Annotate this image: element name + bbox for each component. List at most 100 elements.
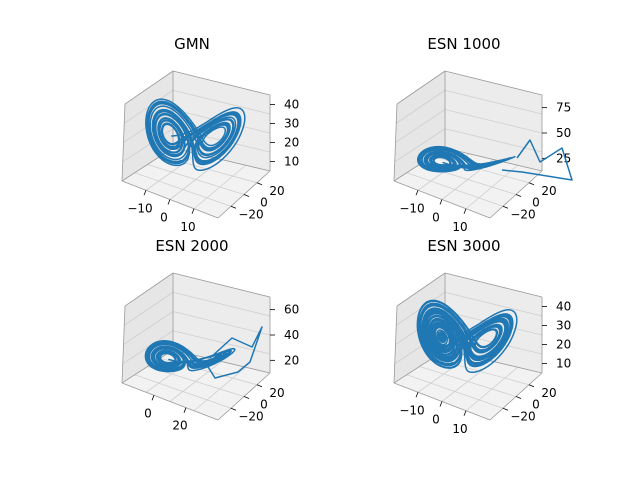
axis-edge [444,147,543,172]
x-tick-mark [143,190,147,196]
gridline [465,366,519,412]
axis-edge [444,70,543,96]
gridline [432,357,530,386]
x-tick-label: 20 [172,419,187,433]
subplot-title: ESN 1000 [427,35,500,53]
y-tick-label: 0 [532,398,540,412]
y-tick-label: 0 [260,196,268,210]
y-tick-mark [515,194,522,197]
y-tick-label: 20 [541,386,556,400]
y-tick-mark [528,384,535,388]
gridline [122,330,174,365]
axis-edge [121,349,174,384]
subplot-title: GMN [174,35,210,53]
z-tick-label: 25 [556,151,571,165]
z-tick-label: 20 [556,338,571,352]
gridline [396,89,446,124]
gridline [160,155,258,184]
subplot-title: ESN 3000 [427,237,500,255]
gridline [395,109,446,143]
y-tick-mark [230,407,237,411]
gridline [394,128,446,163]
z-tick-label: 20 [284,136,299,150]
axis-edge [172,272,271,298]
x-tick-mark [191,208,195,214]
y-tick-label: −20 [510,409,535,423]
attractor-line [416,145,516,173]
x-tick-mark [151,395,155,401]
y-tick-mark [528,182,535,186]
axis-edge [124,70,174,105]
z-tick-label: 40 [556,300,571,314]
x-tick-label: 10 [452,422,467,436]
y-tick-mark [230,205,237,209]
z-tick-label: 60 [284,303,299,317]
gridline [193,164,247,210]
gridline [172,291,271,317]
z-tick-label: 50 [556,126,571,140]
gridline [172,89,271,115]
divergent-segment [501,139,573,181]
x-tick-label: 10 [452,220,467,234]
x-tick-label: 0 [160,211,168,225]
gridline [172,311,271,336]
axis-edge [172,70,271,96]
axis-edge [121,382,219,421]
y-tick-mark [256,384,263,388]
floor-pane [394,350,542,420]
x-tick-label: −10 [127,201,152,215]
x-tick-mark [439,401,443,407]
axis-edge [393,305,398,384]
y-tick-label: −20 [238,207,263,221]
gridline [122,128,174,163]
axis-edge [124,272,174,307]
divergent-segment [204,326,263,379]
gridline [465,164,519,210]
y-tick-mark [502,407,509,411]
x-tick-mark [439,199,443,205]
z-tick-label: 40 [284,328,299,342]
x-tick-label: −10 [399,201,424,215]
y-tick-label: 20 [269,184,284,198]
x-tick-mark [415,190,419,196]
y-tick-mark [243,396,250,399]
subplot-title: ESN 2000 [155,237,228,255]
gridline [444,128,543,153]
axis-edge [121,103,126,182]
z-tick-label: 75 [556,101,571,115]
y-tick-mark [515,396,522,399]
attractor-line [416,299,518,374]
y-tick-label: 20 [541,184,556,198]
axis-edge [396,70,446,105]
x-tick-label: 0 [432,413,440,427]
axis-edge [444,272,543,298]
x-tick-label: 0 [432,211,440,225]
floor-pane [122,148,270,218]
gridline [123,311,174,345]
attractor-line [145,98,246,172]
z-tick-label: 10 [556,357,571,371]
gridline [124,291,174,326]
gridline [444,89,543,115]
x-tick-mark [183,407,187,413]
axis-edge [121,147,174,182]
z-tick-label: 30 [556,319,571,333]
y-tick-mark [256,182,263,186]
x-tick-label: 10 [180,220,195,234]
x-tick-mark [415,392,419,398]
y-tick-label: 20 [269,386,284,400]
gridline [147,164,245,195]
y-tick-label: 0 [260,398,268,412]
axis-edge [393,103,398,182]
x-tick-label: −10 [399,403,424,417]
gridline [419,366,517,397]
z-tick-label: 10 [284,155,299,169]
y-tick-label: −20 [238,409,263,423]
x-tick-mark [463,208,467,214]
y-tick-label: 0 [532,196,540,210]
